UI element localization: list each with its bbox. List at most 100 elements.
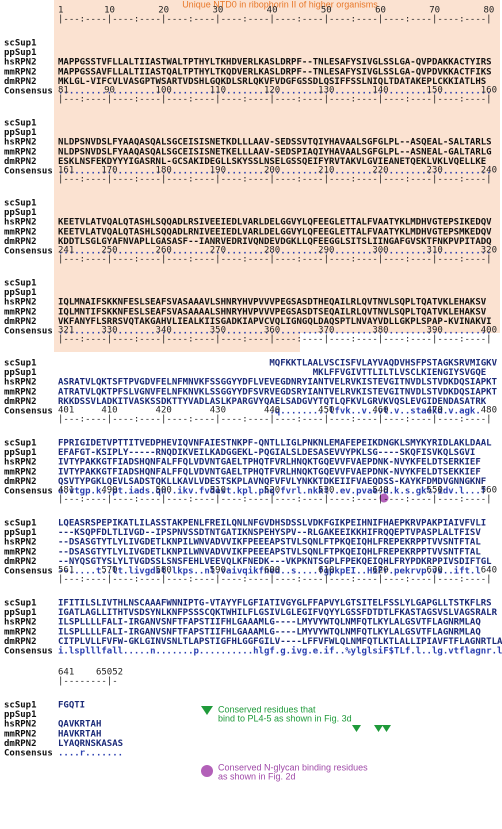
ntd0-highlight: [54, 0, 500, 352]
position-number: 430: [210, 406, 226, 416]
sequence: ATRATVLQKTPFSLVGNVFELNFKNVKLSSGGYYDFSVRV…: [58, 387, 498, 397]
position-number: 400: [481, 326, 497, 336]
binding-markers: [352, 725, 391, 732]
sequence-name: scSup1: [4, 199, 37, 209]
sequence-name: scSup1: [4, 599, 37, 609]
sequence-name: mmRPN2: [4, 547, 37, 557]
sequence-name: hsRPN2: [4, 58, 37, 68]
position-number: 210: [318, 166, 334, 176]
position-number: 340: [156, 326, 172, 336]
sequence: NLDPSNVDSLFYAAQASQALSGCEISISNETKELLLAAV-…: [58, 147, 492, 157]
position-number: 540: [372, 486, 388, 496]
position-number: 410: [101, 406, 117, 416]
consensus: ........................................…: [58, 247, 492, 257]
legend-triangle: [201, 706, 213, 715]
sequence: LQEASRSPEPIKATLILASSTAKPENLFREILQNLNFGVD…: [58, 519, 486, 529]
position-number: 270: [210, 246, 226, 256]
ruler: |---:----|----:----|----:----|----:----|…: [58, 335, 492, 345]
position-number: 490: [101, 486, 117, 496]
title: Unique NTD0 in ribophorin II of higher o…: [182, 0, 378, 9]
sequence: ESKLNSFEKDYYYIGASRNL-GCSAKIDEGLLSKYSSLNS…: [58, 157, 486, 167]
position-number: 380: [372, 326, 388, 336]
sequence-name: ppSup1: [4, 528, 37, 538]
position-number: 350: [210, 326, 226, 336]
sequence-name: mmRPN2: [4, 387, 37, 397]
sequence-name: Consensus: [4, 247, 53, 257]
position-number: 640: [481, 566, 497, 576]
position-number: 140: [372, 86, 388, 96]
sequence-name: ppSup1: [4, 710, 37, 720]
sequence: --NYQSGTYSLYLTVGDSSLSNSFEHLVEEVQLKFNEDK-…: [58, 557, 492, 567]
position-number: 590: [210, 566, 226, 576]
sequence-name: scSup1: [4, 439, 37, 449]
position-number: 440: [264, 406, 280, 416]
sequence: MAPPGSSTVFLLALTIIASTWALTPTHYLTKHDVERLKAS…: [58, 58, 492, 68]
sequence: NLDPSNVDSLFYAAQASQALSGCEISISNETKDLLLAAV-…: [58, 138, 492, 148]
position-number: 1: [58, 6, 63, 16]
position-number: 81: [58, 86, 69, 96]
sequence-name: Consensus: [4, 407, 53, 417]
position-number: 130: [318, 86, 334, 96]
position-number: 180: [156, 166, 172, 176]
sequence: ILSPLLLLFALI-IRGANVSNFTFAPSTIIFHLGAAAMLG…: [58, 618, 481, 628]
sequence-name: hsRPN2: [4, 138, 37, 148]
sequence-name: ppSup1: [4, 448, 37, 458]
sequence-name: ppSup1: [4, 608, 37, 618]
legend-text: bind to PL4-5 as shown in Fig. 3d: [218, 713, 352, 723]
position-number: 260: [156, 246, 172, 256]
position-number: 250: [101, 246, 117, 256]
ruler: |---:----|----:----|----:----|----:----|…: [58, 575, 492, 585]
position-number: 310: [427, 246, 443, 256]
sequence: ILSPLLLLFALI-IRGANVSNFTFAPSTIIFHLGAAAMLG…: [58, 627, 481, 637]
sequence-name: mmRPN2: [4, 307, 37, 317]
position-number: 510: [210, 486, 226, 496]
legend-text: Conserved residues that: [218, 704, 316, 714]
sequence-name: scSup1: [4, 359, 37, 369]
position-number: 160: [481, 86, 497, 96]
sequence: KDDTLSGLGYAFNVAPLLGASASF--IANRVEDRIVQNDE…: [58, 237, 492, 247]
position-number: 481: [58, 486, 74, 496]
sequence: MQFKKTLAALVSCISFVLAYVAQDVHSFPSTAGKSRVMIG…: [58, 359, 498, 369]
sequence-name: scSup1: [4, 519, 37, 529]
position-number: 320: [481, 246, 497, 256]
sequence: IGATLAGLLITHTVSDSYNLKNFPSSSCQKTWHILFLGSI…: [58, 608, 498, 618]
sequence-name: mmRPN2: [4, 227, 37, 237]
position-number: 120: [264, 86, 280, 96]
sequence-name: mmRPN2: [4, 627, 37, 637]
position-number: 20: [158, 6, 169, 16]
sequence-name: scSup1: [4, 701, 37, 711]
sequence: FPRIGIDETVPTTITVEDPHEVIQVNFAIESTNKPF-QNT…: [58, 439, 492, 449]
sequence-name: Consensus: [4, 327, 53, 337]
position-number: 570: [101, 566, 117, 576]
position-number: 40: [267, 6, 278, 16]
position-number: 600: [264, 566, 280, 576]
consensus: ........................................…: [58, 327, 492, 337]
sequence: FGQTI: [58, 701, 85, 711]
position-number: 480: [481, 406, 497, 416]
position-number: 290: [318, 246, 334, 256]
sequence-name: dmRPN2: [4, 637, 37, 647]
sequence-name: dmRPN2: [4, 477, 37, 487]
sequence: IQLMNTIFSKKNFESLSEAFSVASAAAALSHNRYHVPVVV…: [58, 307, 487, 317]
sequence-name: dmRPN2: [4, 77, 37, 87]
position-number: 100: [156, 86, 172, 96]
ruler: |--------|-: [58, 677, 118, 687]
sequence-name: dmRPN2: [4, 157, 37, 167]
position-number: 70: [429, 6, 440, 16]
sequence: ---KSQPFDLTLIVGD--IPSPNVSSDTNTGATIKNSPEH…: [58, 528, 481, 538]
position-number: 170: [101, 166, 117, 176]
sequence-name: hsRPN2: [4, 218, 37, 228]
position-number: 641: [58, 668, 74, 678]
sequence-name: Consensus: [4, 167, 53, 177]
sequence-name: hsRPN2: [4, 720, 37, 730]
position-number: 161: [58, 166, 74, 176]
sequence-name: Consensus: [4, 567, 53, 577]
sequence: LYAQRNSKASAS: [58, 739, 123, 749]
sequence-name: Consensus: [4, 487, 53, 497]
ruler: |---:----|----:----|----:----|----:----|…: [58, 255, 492, 265]
consensus: e.vtgp.k..pt.iads.qn..ikv.fvdest.kpl.phq…: [58, 486, 486, 497]
position-number: 80: [483, 6, 494, 16]
sequence: KEETVLATVQALQTASHLSQQADLRNIVEEIEDLVARLDE…: [58, 227, 492, 237]
